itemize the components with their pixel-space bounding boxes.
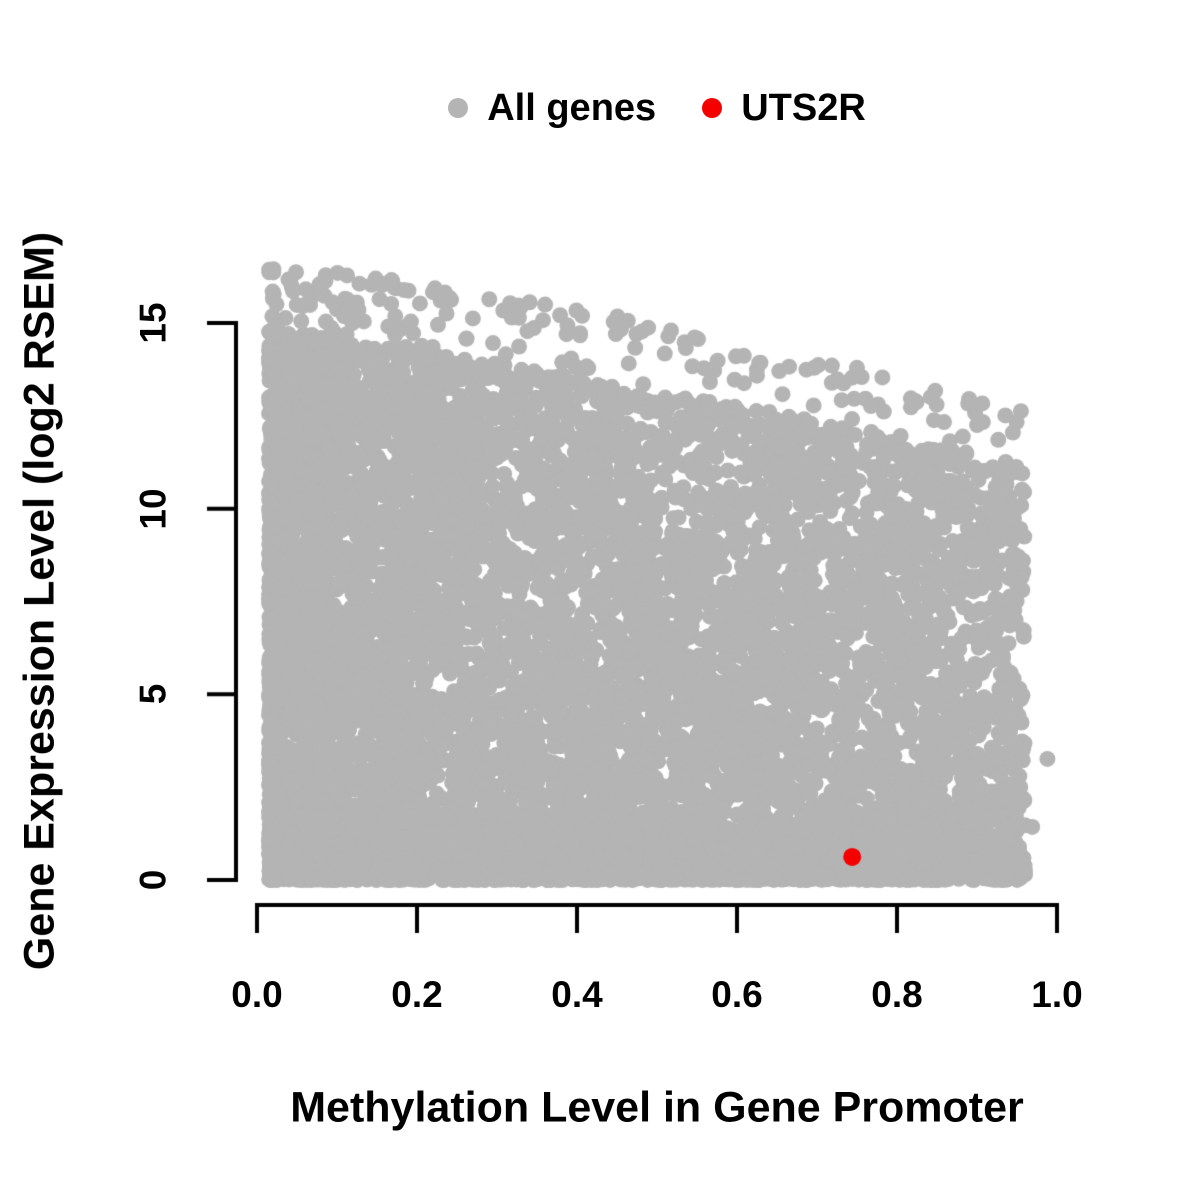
legend-item-all-genes: All genes <box>448 89 656 127</box>
x-tick-label: 0.8 <box>871 974 923 1015</box>
x-axis-title: Methylation Level in Gene Promoter <box>290 1083 1024 1132</box>
legend-item-uts2r: UTS2R <box>702 89 866 127</box>
x-tick-label: 0.0 <box>231 974 283 1015</box>
legend-label-uts2r: UTS2R <box>741 87 866 129</box>
x-tick-label: 1.0 <box>1031 974 1083 1015</box>
y-tick-label: 5 <box>132 684 174 705</box>
legend-label-all-genes: All genes <box>487 87 657 129</box>
x-tick-label: 0.6 <box>711 974 763 1015</box>
x-tick-label: 0.2 <box>391 974 443 1015</box>
uts2r-marker-icon <box>702 98 723 118</box>
y-tick-label: 0 <box>132 869 174 891</box>
y-axis-title: Gene Expression Level (log2 RSEM) <box>15 231 64 971</box>
y-tick-label: 15 <box>132 302 174 344</box>
x-tick-label: 0.4 <box>551 974 603 1015</box>
all-genes-marker-icon <box>448 98 469 118</box>
legend: All genes UTS2R <box>257 84 1057 132</box>
y-tick-label: 10 <box>132 488 174 530</box>
